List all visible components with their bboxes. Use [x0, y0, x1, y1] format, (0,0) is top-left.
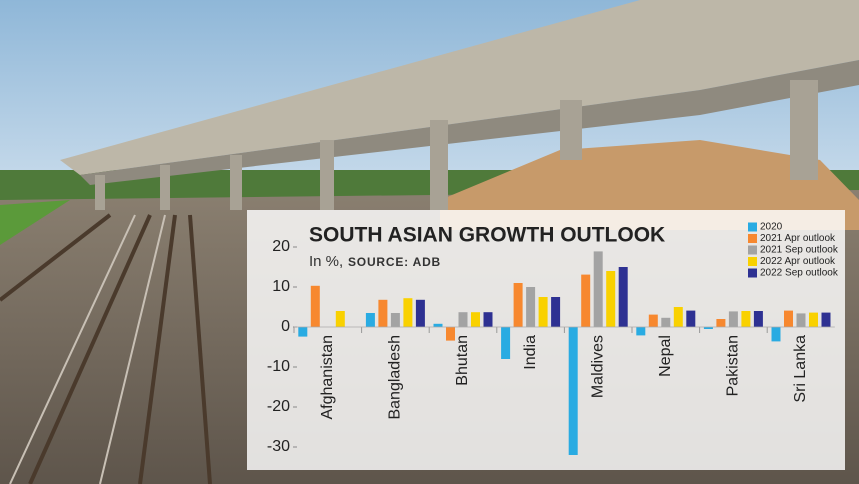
x-tick-label: India: [522, 335, 539, 370]
chart-subtitle: In %,: [309, 253, 343, 270]
x-tick-label: Afghanistan: [319, 335, 336, 420]
bar: [593, 251, 603, 327]
legend-label: 2021 Sep outlook: [760, 245, 839, 256]
bar: [796, 313, 806, 327]
legend-swatch: [748, 234, 757, 243]
bar: [703, 327, 713, 329]
bar: [471, 312, 480, 327]
bar: [581, 274, 591, 327]
y-tick-label: 20: [272, 238, 290, 255]
legend-label: 2021 Apr outlook: [760, 233, 836, 244]
y-tick-label: -10: [267, 358, 290, 375]
bar: [298, 327, 308, 337]
x-tick-label: Bangladesh: [387, 335, 404, 420]
bar: [568, 327, 578, 455]
y-tick-label: 0: [281, 318, 290, 335]
bar: [526, 287, 536, 327]
bar: [458, 312, 468, 327]
bar: [501, 327, 511, 359]
chart-title: SOUTH ASIAN GROWTH OUTLOOK: [309, 224, 665, 247]
bar: [618, 267, 628, 327]
legend-label: 2022 Sep outlook: [760, 268, 839, 279]
bar: [606, 271, 616, 327]
bar: [538, 297, 548, 327]
bar: [310, 285, 320, 327]
bar: [809, 312, 818, 327]
legend-label: 2020: [760, 222, 783, 233]
legend-swatch: [748, 245, 757, 255]
y-tick-label: -30: [267, 438, 290, 455]
bar: [483, 312, 493, 327]
bar: [636, 327, 646, 336]
x-tick-label: Bhutan: [454, 335, 471, 386]
bar: [648, 314, 658, 327]
chart-panel: [247, 210, 845, 470]
x-tick-label: Sri Lanka: [792, 335, 809, 403]
x-tick-label: Maldives: [589, 335, 606, 398]
bar: [433, 323, 443, 327]
bar: [753, 311, 763, 327]
bar: [686, 310, 696, 327]
bar: [673, 307, 683, 327]
bar: [335, 311, 345, 327]
bar: [716, 319, 726, 327]
bar: [513, 283, 523, 327]
x-tick-label: Pakistan: [725, 335, 742, 396]
legend-swatch: [748, 222, 757, 232]
bar: [741, 311, 751, 327]
legend-swatch: [748, 257, 757, 266]
bar: [390, 313, 400, 327]
legend-label: 2022 Apr outlook: [760, 256, 836, 267]
bar: [403, 298, 413, 327]
bar: [784, 310, 793, 327]
bar: [365, 313, 375, 327]
bar: [821, 312, 831, 327]
y-tick-label: -20: [267, 398, 290, 415]
legend-swatch: [748, 268, 757, 278]
chart: 20 10 0 -10 -20 -30 Afghanistan Bangladesh Bhuta…: [267, 222, 839, 456]
bar: [661, 317, 671, 327]
bar: [771, 327, 781, 342]
bar: [378, 299, 388, 327]
bar: [446, 327, 455, 341]
bar: [415, 299, 425, 327]
x-tick-label: Nepal: [657, 335, 674, 377]
chart-source: SOURCE: ADB: [348, 255, 441, 269]
y-tick-label: 10: [272, 278, 290, 295]
bar: [551, 297, 561, 327]
bar: [728, 311, 738, 327]
